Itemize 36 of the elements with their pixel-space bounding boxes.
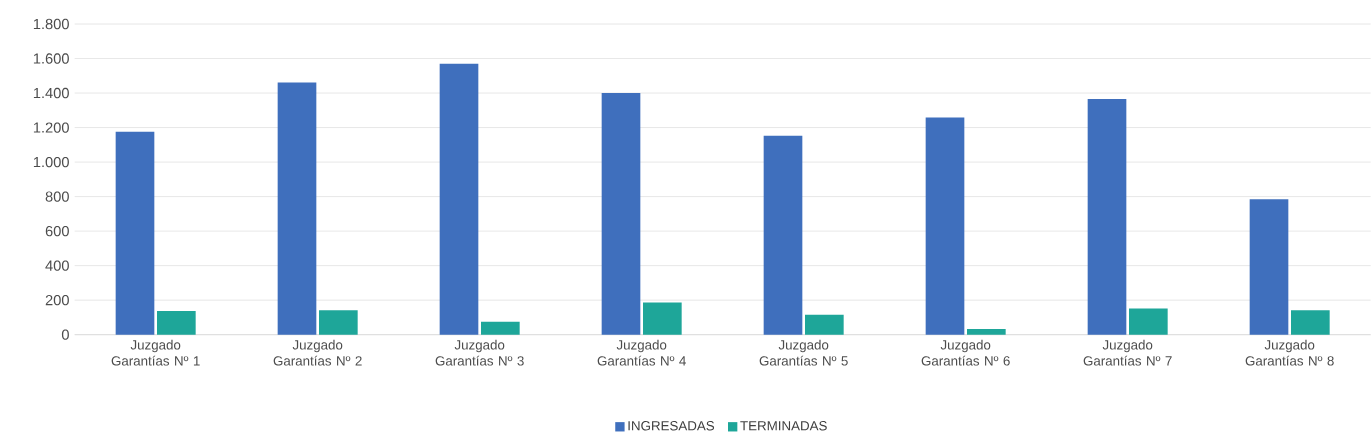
y-tick-label: 1.200 [33,122,69,133]
bar [277,82,317,335]
y-tick-label: 1.600 [33,53,69,64]
y-tick-label: 1.800 [33,18,69,30]
x-tick-label: Juzgado Garantías Nº 5 [759,339,848,366]
x-tick-label: Juzgado Garantías Nº 1 [111,339,200,366]
bar [601,93,641,335]
y-tick-label: 800 [45,191,69,202]
x-tick-label: Juzgado Garantías Nº 3 [435,339,524,366]
bar [763,135,803,335]
x-tick-label: Juzgado Garantías Nº 4 [597,339,686,366]
bar [157,311,196,335]
bar [643,302,682,335]
y-tick-label: 400 [45,260,69,271]
x-tick-label: Juzgado Garantías Nº 8 [1245,339,1334,366]
bar [1129,308,1168,335]
x-tick-label: Juzgado Garantías Nº 2 [273,339,362,366]
bar [1249,199,1289,335]
y-tick-label: 200 [45,294,69,306]
y-tick-label: 0 [61,329,69,340]
bar [1291,310,1330,335]
bar [319,310,358,335]
legend-label: INGRESADAS [628,421,715,431]
bar [1087,99,1127,335]
y-tick-label: 1.400 [33,87,69,99]
bar [805,314,844,335]
bar [439,63,479,335]
bar [925,117,965,335]
y-tick-label: 600 [45,225,69,237]
bar [115,131,155,335]
legend-label: TERMINADAS [740,421,827,431]
bar [967,328,1006,335]
y-tick-label: 1.000 [33,156,69,168]
x-tick-label: Juzgado Garantías Nº 6 [921,339,1010,366]
bar [481,321,520,335]
x-tick-label: Juzgado Garantías Nº 7 [1083,339,1172,366]
